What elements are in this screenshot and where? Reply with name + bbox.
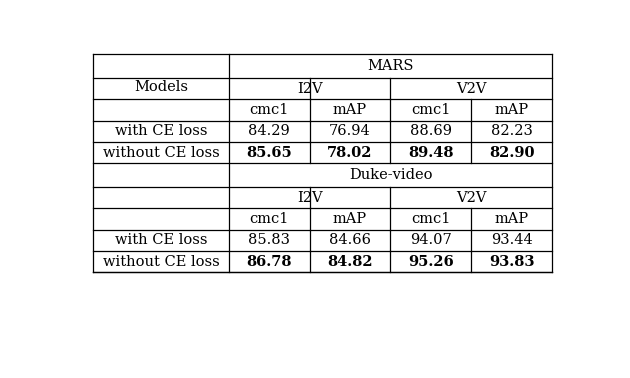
Text: mAP: mAP bbox=[333, 212, 367, 226]
Text: 85.65: 85.65 bbox=[246, 146, 292, 160]
Text: Duke-video: Duke-video bbox=[349, 168, 432, 182]
Text: 93.44: 93.44 bbox=[491, 233, 532, 247]
Text: V2V: V2V bbox=[456, 82, 486, 96]
Text: 95.26: 95.26 bbox=[408, 255, 454, 269]
Text: I2V: I2V bbox=[297, 82, 323, 96]
Text: 85.83: 85.83 bbox=[248, 233, 290, 247]
Text: Models: Models bbox=[134, 81, 188, 94]
Text: cmc1: cmc1 bbox=[411, 103, 450, 117]
Text: 89.48: 89.48 bbox=[408, 146, 454, 160]
Text: cmc1: cmc1 bbox=[249, 103, 289, 117]
Text: MARS: MARS bbox=[367, 59, 414, 73]
Text: with CE loss: with CE loss bbox=[115, 233, 207, 247]
Text: 88.69: 88.69 bbox=[410, 124, 452, 138]
Text: 84.82: 84.82 bbox=[327, 255, 373, 269]
Text: 78.02: 78.02 bbox=[327, 146, 373, 160]
Text: 93.83: 93.83 bbox=[489, 255, 534, 269]
Text: I2V: I2V bbox=[297, 191, 323, 205]
Text: V2V: V2V bbox=[456, 191, 486, 205]
Text: mAP: mAP bbox=[333, 103, 367, 117]
Text: 84.29: 84.29 bbox=[248, 124, 290, 138]
Text: without CE loss: without CE loss bbox=[103, 255, 219, 269]
Text: 82.23: 82.23 bbox=[491, 124, 533, 138]
Text: 86.78: 86.78 bbox=[246, 255, 292, 269]
Text: without CE loss: without CE loss bbox=[103, 146, 219, 160]
Text: cmc1: cmc1 bbox=[249, 212, 289, 226]
Text: cmc1: cmc1 bbox=[411, 212, 450, 226]
Text: mAP: mAP bbox=[495, 103, 529, 117]
Text: mAP: mAP bbox=[495, 212, 529, 226]
Text: 84.66: 84.66 bbox=[329, 233, 371, 247]
Text: 94.07: 94.07 bbox=[410, 233, 452, 247]
Text: 76.94: 76.94 bbox=[329, 124, 371, 138]
Text: 82.90: 82.90 bbox=[489, 146, 534, 160]
Text: with CE loss: with CE loss bbox=[115, 124, 207, 138]
